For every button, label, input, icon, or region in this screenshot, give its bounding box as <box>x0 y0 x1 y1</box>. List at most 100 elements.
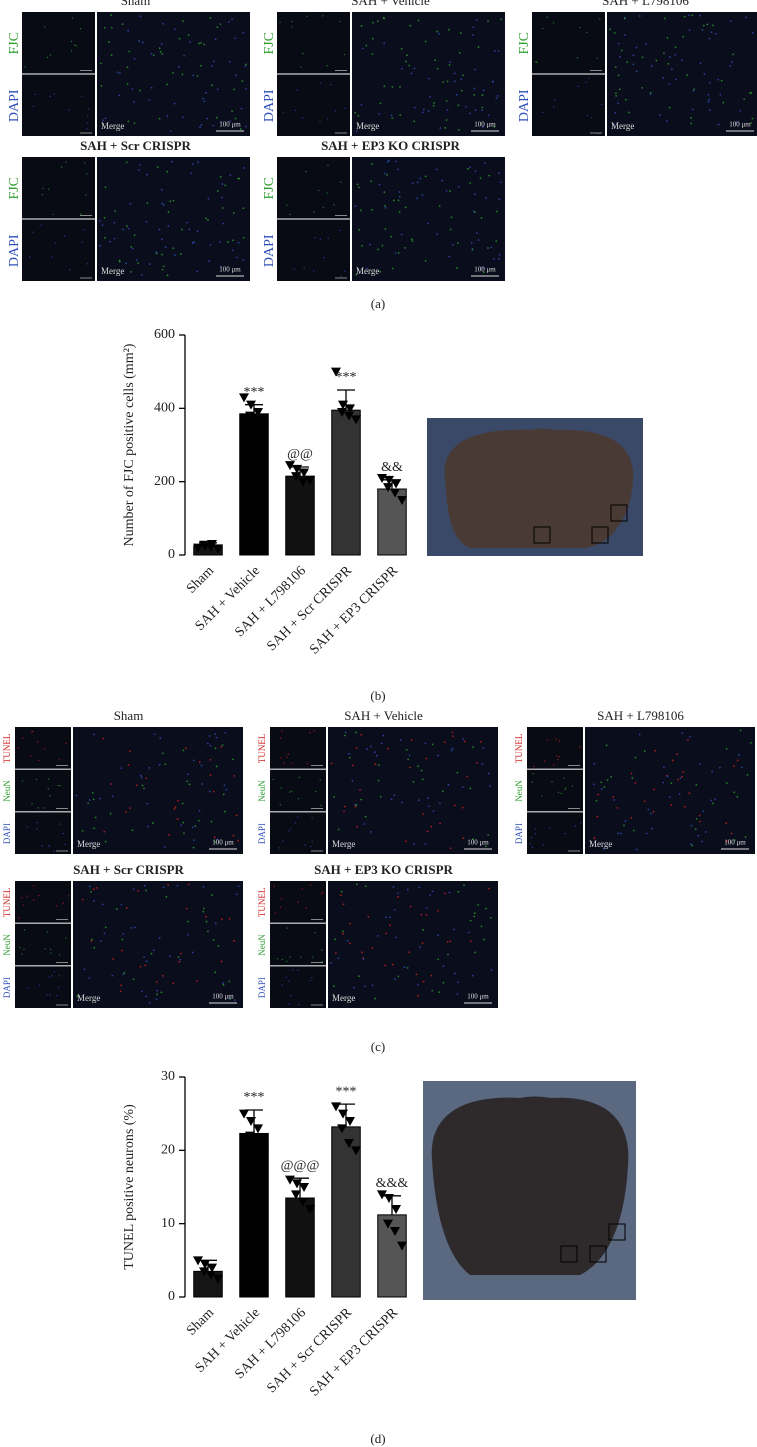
speckle <box>44 948 46 950</box>
speckle <box>337 957 340 960</box>
speckle <box>183 54 186 57</box>
speckle <box>477 46 480 48</box>
speckle <box>232 212 235 215</box>
speckle <box>75 44 78 47</box>
speckle <box>161 53 164 55</box>
speckle <box>200 764 203 767</box>
speckle <box>691 108 694 111</box>
y-tick-label: 200 <box>154 474 175 489</box>
speckle <box>286 927 288 929</box>
channel-label: DAPI <box>2 977 12 998</box>
speckle <box>489 917 492 919</box>
speckle <box>472 210 475 213</box>
speckle <box>50 952 52 954</box>
speckle <box>397 892 400 895</box>
speckle <box>431 890 434 893</box>
speckle <box>681 775 684 778</box>
speckle <box>558 740 561 742</box>
speckle <box>497 257 500 260</box>
speckle <box>167 883 170 886</box>
speckle <box>585 31 588 34</box>
speckle <box>655 59 658 62</box>
channel-label: DAPI <box>7 234 22 267</box>
speckle <box>86 173 88 175</box>
data-point <box>298 1197 308 1207</box>
speckle <box>208 260 211 262</box>
speckle <box>404 206 407 209</box>
speckle <box>750 92 753 94</box>
speckle <box>128 50 131 53</box>
merge-label: Merge <box>356 266 379 276</box>
speckle <box>211 84 213 87</box>
speckle <box>70 50 73 52</box>
speckle <box>398 211 401 214</box>
speckle <box>99 940 102 942</box>
speckle <box>81 829 84 832</box>
speckle <box>366 267 368 270</box>
speckle <box>645 42 647 45</box>
speckle <box>86 128 88 130</box>
speckle <box>733 765 735 767</box>
speckle <box>102 737 105 740</box>
speckle <box>460 89 463 92</box>
speckle <box>214 922 217 925</box>
speckle <box>645 832 648 835</box>
speckle <box>457 890 460 893</box>
speckle <box>143 956 146 959</box>
speckle <box>719 766 721 769</box>
speckle <box>130 245 133 248</box>
speckle <box>145 960 148 963</box>
speckle <box>384 228 387 231</box>
speckle <box>699 62 702 65</box>
speckle <box>126 83 129 85</box>
speckle <box>712 802 715 805</box>
speckle <box>344 107 346 110</box>
speckle <box>103 932 106 935</box>
speckle <box>473 193 476 196</box>
speckle <box>393 908 396 911</box>
speckle <box>722 101 725 104</box>
speckle <box>459 32 462 34</box>
panel-label: (d) <box>370 1431 385 1446</box>
speckle <box>729 64 732 67</box>
speckle <box>48 188 50 190</box>
speckle <box>390 235 393 238</box>
speckle <box>556 758 559 761</box>
speckle <box>152 949 155 952</box>
speckle <box>472 34 474 36</box>
speckle <box>242 31 245 34</box>
speckle <box>209 744 212 747</box>
speckle <box>379 102 382 105</box>
speckle <box>222 793 225 796</box>
speckle <box>65 161 67 163</box>
speckle <box>617 74 620 77</box>
speckle <box>451 747 454 750</box>
speckle <box>334 952 337 954</box>
data-point <box>259 1146 269 1156</box>
speckle <box>690 122 692 125</box>
speckle <box>104 840 107 843</box>
speckle <box>236 256 239 259</box>
speckle <box>228 980 231 983</box>
speckle <box>26 895 28 897</box>
y-tick-label: 0 <box>168 1289 175 1304</box>
speckle <box>125 907 128 909</box>
speckle <box>400 48 403 50</box>
speckle <box>455 267 458 270</box>
error-bar <box>337 1103 355 1127</box>
speckle <box>314 790 317 793</box>
speckle <box>473 912 476 915</box>
speckle <box>145 995 148 998</box>
speckle <box>597 793 600 796</box>
speckle <box>207 197 210 200</box>
speckle <box>205 217 207 220</box>
data-point <box>338 1109 348 1119</box>
speckle <box>382 734 385 737</box>
speckle <box>182 20 184 23</box>
speckle <box>593 762 596 765</box>
speckle <box>586 114 589 117</box>
speckle <box>483 271 485 274</box>
speckle <box>468 112 471 115</box>
speckle <box>212 60 215 63</box>
speckle <box>103 830 106 833</box>
